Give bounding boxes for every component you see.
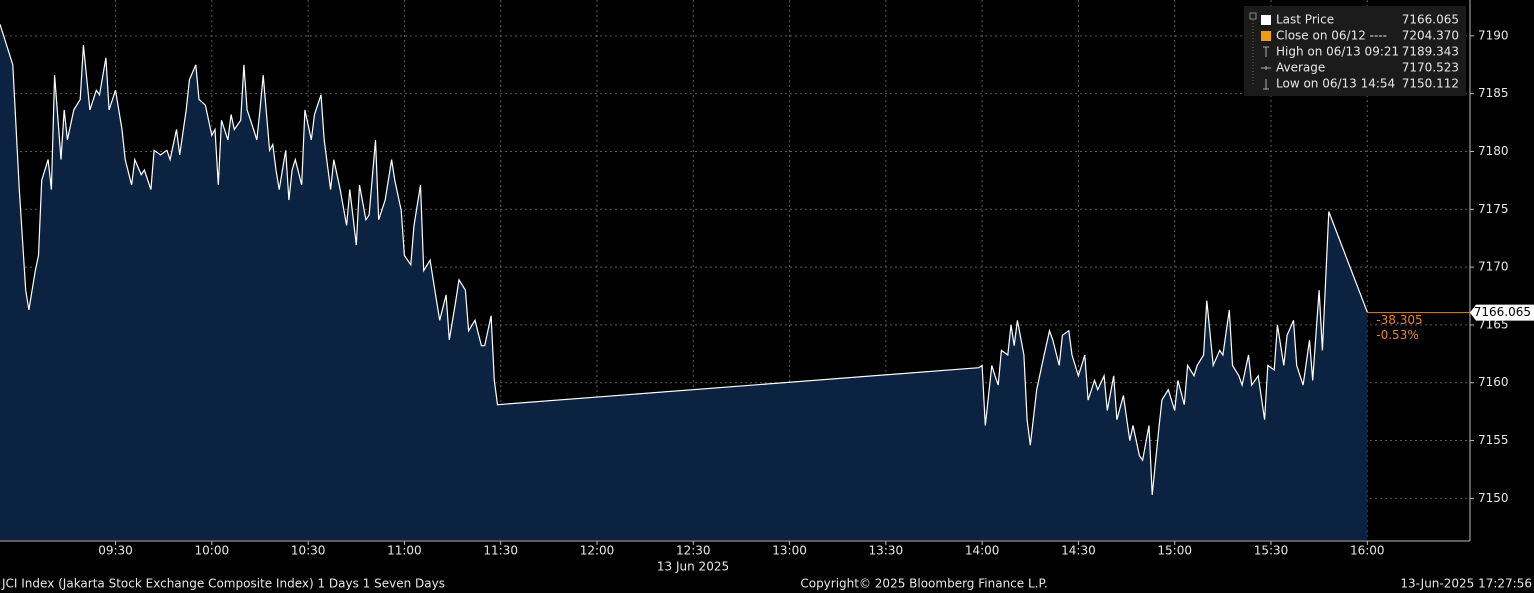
x-date-label: 13 Jun 2025	[657, 560, 729, 574]
area-fill	[0, 24, 1368, 541]
x-tick-label: 13:30	[869, 544, 904, 558]
x-tick-label: 15:00	[1157, 544, 1192, 558]
legend: Last Price 7166.065 Close on 06/12 ---- 720…	[1244, 6, 1466, 96]
y-tick-label: 7155	[1478, 433, 1509, 447]
last-price-tag	[1470, 304, 1534, 321]
legend-name: Low on 06/13 14:54	[1276, 77, 1395, 91]
y-tick-label: 7150	[1478, 491, 1509, 505]
legend-value: 7166.065	[1402, 13, 1459, 27]
x-tick-label: 09:30	[98, 544, 133, 558]
legend-box	[1244, 6, 1466, 96]
footer-left: JCI Index (Jakarta Stock Exchange Compos…	[1, 577, 445, 591]
legend-name: Last Price	[1276, 13, 1334, 27]
legend-name: Average	[1276, 61, 1325, 75]
legend-swatch	[1261, 66, 1271, 70]
last-price-label: 7166.065	[1474, 305, 1531, 319]
legend-value: 7170.523	[1402, 61, 1459, 75]
price-line	[0, 24, 1368, 495]
y-tick-label: 7170	[1478, 260, 1509, 274]
x-tick-label: 16:00	[1350, 544, 1385, 558]
x-tick-label: 11:00	[387, 544, 422, 558]
footer-right: 13-Jun-2025 17:27:56	[1400, 577, 1532, 591]
x-tick-label: 15:30	[1254, 544, 1289, 558]
change-pct-label: -0.53%	[1376, 328, 1418, 342]
footer-center: Copyright© 2025 Bloomberg Finance L.P.	[800, 577, 1047, 591]
y-tick-label: 7180	[1478, 144, 1509, 158]
legend-value: 7150.112	[1402, 77, 1459, 91]
legend-collapse	[1249, 12, 1257, 20]
legend-value: 7189.343	[1402, 45, 1459, 59]
x-tick-label: 10:00	[195, 544, 230, 558]
plot-area	[0, 0, 1470, 541]
y-tick-label: 7165	[1478, 317, 1509, 331]
legend-swatch	[1263, 46, 1269, 57]
legend-name: High on 06/13 09:21	[1276, 45, 1399, 59]
legend-value: 7204.370	[1402, 29, 1459, 43]
y-tick-label: 7175	[1478, 202, 1509, 216]
legend-name: Close on 06/12 ----	[1276, 29, 1387, 43]
x-tick-label: 14:00	[965, 544, 1000, 558]
x-tick-label: 10:30	[291, 544, 326, 558]
legend-swatch	[1261, 31, 1271, 41]
legend-swatch	[1261, 15, 1271, 25]
x-tick-label: 12:30	[676, 544, 711, 558]
change-label: -38.305	[1376, 313, 1422, 327]
y-tick-label: 7190	[1478, 28, 1509, 42]
y-tick-label: 7185	[1478, 86, 1509, 100]
x-tick-label: 11:30	[483, 544, 518, 558]
legend-swatch	[1263, 79, 1269, 90]
x-tick-label: 13:00	[772, 544, 807, 558]
x-tick-label: 14:30	[1061, 544, 1096, 558]
x-tick-label: 12:00	[580, 544, 615, 558]
y-tick-label: 7160	[1478, 375, 1509, 389]
